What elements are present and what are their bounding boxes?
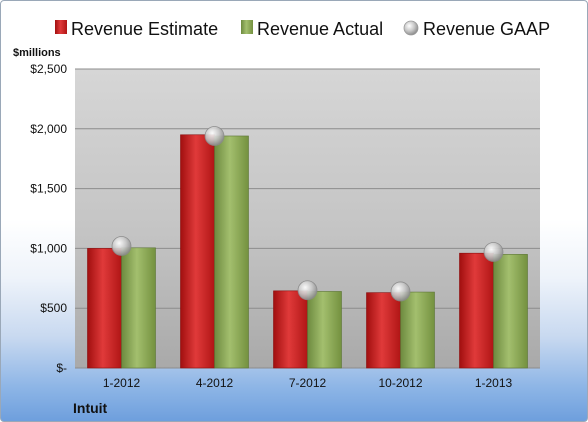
x-category-label: 4-2012 (196, 376, 234, 390)
bar-revenue-actual (214, 135, 249, 369)
y-tick-label: $1,500 (30, 182, 67, 196)
bar-revenue-estimate (366, 292, 401, 369)
y-tick-label: $- (56, 361, 67, 375)
marker-revenue-gaap (297, 280, 318, 301)
x-category-label: 1-2013 (475, 376, 513, 390)
legend: Revenue Estimate Revenue Actual Revenue … (55, 19, 550, 39)
marker-revenue-gaap (204, 126, 225, 146)
bar-revenue-estimate (87, 248, 122, 369)
bar-revenue-estimate (459, 252, 494, 369)
bar-revenue-estimate (180, 134, 215, 369)
marker-revenue-gaap (390, 281, 411, 302)
legend-label-gaap: Revenue GAAP (423, 19, 550, 39)
y-tick-label: $2,000 (30, 122, 67, 136)
x-category-label: 10-2012 (378, 376, 422, 390)
legend-swatch-estimate (55, 20, 67, 34)
bar-revenue-estimate (273, 290, 308, 369)
marker-revenue-gaap (111, 236, 132, 256)
x-category-label: 7-2012 (289, 376, 327, 390)
bars (87, 134, 528, 369)
y-tick-label: $2,500 (30, 62, 67, 76)
unit-label: $millions (13, 47, 61, 59)
legend-label-estimate: Revenue Estimate (71, 19, 218, 39)
bar-revenue-actual (493, 254, 528, 369)
legend-marker-gaap (403, 20, 419, 36)
y-tick-label: $500 (40, 301, 67, 315)
company-label: Intuit (73, 400, 108, 416)
legend-swatch-actual (241, 20, 253, 34)
bar-revenue-actual (307, 291, 342, 369)
bar-revenue-actual (121, 247, 156, 369)
bar-revenue-actual (400, 291, 435, 369)
marker-revenue-gaap (483, 242, 504, 262)
x-category-label: 1-2012 (103, 376, 141, 390)
gaap-markers (111, 126, 504, 302)
x-axis-categories: 1-2012 4-2012 7-2012 10-2012 1-2013 (103, 376, 513, 390)
y-axis-ticks: $- $500 $1,000 $1,500 $2,000 $2,500 (30, 62, 67, 375)
legend-label-actual: Revenue Actual (257, 19, 383, 39)
y-tick-label: $1,000 (30, 241, 67, 255)
